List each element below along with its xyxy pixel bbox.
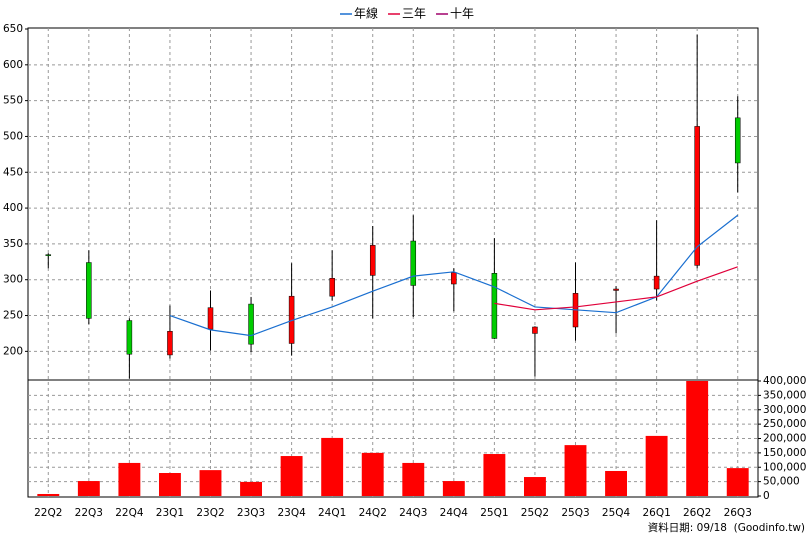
line-series: [494, 266, 738, 311]
bar: [199, 470, 222, 496]
x-tick-label: 24Q2: [359, 507, 387, 519]
bar: [564, 445, 587, 496]
candle-body: [734, 117, 741, 164]
y-tick-label: 300: [3, 274, 23, 286]
candle-body: [369, 245, 376, 276]
y2-tick-label: 300,000: [763, 404, 806, 416]
x-tick-label: 23Q4: [277, 507, 306, 519]
y-tick-label: 400: [3, 202, 23, 214]
x-tick-label: 25Q1: [480, 507, 508, 519]
legend-label: 十年: [450, 7, 474, 21]
bar: [77, 481, 100, 496]
bar: [361, 452, 384, 496]
x-tick-label: 22Q4: [115, 507, 144, 519]
bar: [523, 477, 546, 496]
y-tick-label: 200: [3, 345, 23, 357]
y-tick-label: 500: [3, 130, 23, 142]
line-series: [169, 214, 739, 337]
plot-frame: [27, 27, 759, 498]
candle-body: [207, 307, 214, 330]
y2-tick-label: 50,000: [763, 476, 800, 488]
candle-body: [491, 273, 498, 339]
candle-body: [410, 240, 417, 286]
x-tick-label: 26Q3: [724, 507, 752, 519]
y-tick-label: 600: [3, 59, 23, 71]
bar: [686, 381, 709, 496]
bar: [321, 437, 344, 496]
candle-body: [86, 262, 92, 319]
x-tick-label: 25Q4: [602, 507, 631, 519]
candle-body: [451, 272, 457, 285]
x-tick-label: 22Q2: [34, 507, 62, 519]
x-tick-label: 23Q1: [156, 507, 184, 519]
candle-body: [167, 331, 173, 356]
legend-label: 三年: [402, 7, 426, 21]
x-tick-label: 26Q2: [683, 507, 711, 519]
bar: [37, 493, 60, 496]
bar: [483, 454, 506, 496]
x-tick-label: 26Q1: [642, 507, 670, 519]
y2-tick-label: 200,000: [763, 433, 806, 445]
x-tick-label: 25Q3: [561, 507, 589, 519]
legend-label: 年線: [354, 6, 378, 21]
x-tick-label: 23Q3: [237, 507, 265, 519]
x-tick-label: 23Q2: [196, 507, 224, 519]
candle-body: [126, 320, 133, 355]
y2-tick-label: 0: [763, 490, 770, 502]
bar: [280, 456, 303, 496]
bar: [118, 462, 141, 496]
y2-tick-label: 100,000: [763, 461, 806, 473]
candle-body: [613, 288, 619, 291]
y-tick-label: 650: [3, 23, 23, 35]
x-tick-label: 22Q3: [75, 507, 103, 519]
x-tick-label: 24Q1: [318, 507, 346, 519]
y-tick-label: 450: [3, 166, 23, 178]
candle-body: [45, 254, 52, 256]
y2-tick-label: 250,000: [763, 418, 806, 430]
candle-body: [694, 126, 700, 266]
y2-tick-label: 350,000: [763, 389, 806, 401]
y-tick-label: 550: [3, 95, 23, 107]
bar: [402, 462, 425, 496]
footer: 資料日期: 09/18 (Goodinfo.tw): [648, 521, 805, 534]
bar: [605, 470, 628, 496]
candle-body: [248, 303, 254, 345]
x-tick-label: 24Q4: [440, 507, 469, 519]
y2-tick-label: 150,000: [763, 447, 806, 459]
candle-body: [329, 278, 335, 297]
y2-tick-label: 400,000: [763, 375, 806, 387]
candle-body: [532, 326, 538, 334]
bar: [442, 481, 465, 496]
candle-body: [653, 275, 660, 290]
bar: [240, 481, 263, 496]
x-tick-label: 24Q3: [399, 507, 427, 519]
x-tick-label: 25Q2: [521, 507, 549, 519]
bar: [726, 468, 749, 496]
bar: [158, 473, 181, 496]
y-tick-label: 350: [3, 238, 23, 250]
y-tick-label: 250: [3, 310, 23, 322]
bar: [645, 435, 668, 496]
